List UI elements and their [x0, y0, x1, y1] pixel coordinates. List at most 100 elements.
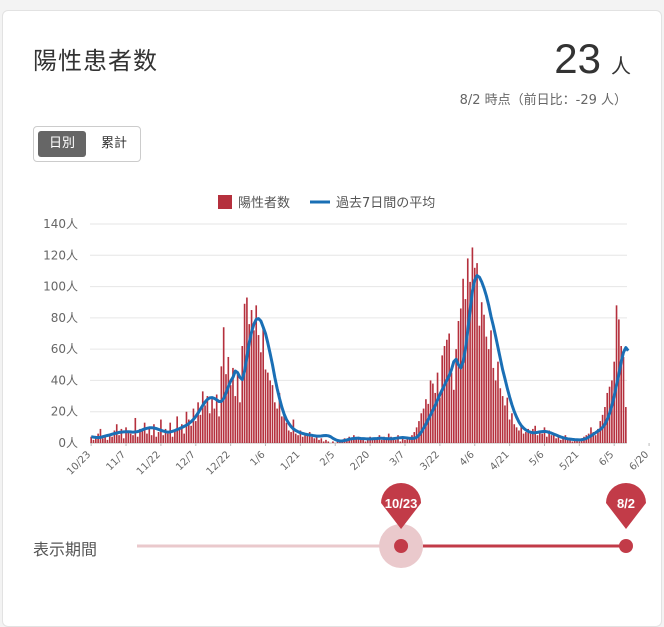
y-tick-label: 20人 — [51, 405, 78, 419]
daily-bar — [436, 372, 439, 443]
daily-bar — [122, 438, 125, 443]
daily-bar — [111, 436, 113, 443]
daily-bar — [469, 281, 471, 443]
daily-bar — [487, 349, 490, 443]
daily-bar — [555, 438, 557, 443]
daily-bar — [452, 389, 455, 443]
y-tick-label: 80人 — [51, 311, 78, 325]
daily-bar — [392, 438, 395, 443]
daily-bar — [174, 430, 176, 443]
daily-bar — [385, 438, 388, 443]
daily-bar — [466, 258, 469, 443]
daily-bar — [362, 438, 364, 443]
daily-bar — [108, 433, 111, 443]
period-start-label: 10/23 — [385, 496, 418, 511]
daily-bar — [360, 439, 362, 443]
daily-bar — [208, 413, 211, 443]
x-tick-label: 11/7 — [104, 449, 128, 473]
daily-bar — [497, 361, 499, 443]
period-start-marker — [381, 483, 422, 529]
daily-bar — [318, 439, 320, 443]
daily-bar — [199, 414, 202, 443]
daily-bar — [522, 433, 525, 443]
daily-bar — [322, 441, 325, 443]
x-tick-label: 2/20 — [349, 449, 373, 473]
daily-bar — [264, 369, 267, 443]
daily-bar — [404, 439, 406, 443]
daily-bar — [592, 432, 595, 443]
daily-bar — [181, 424, 183, 443]
daily-bar — [457, 320, 460, 443]
daily-bar — [536, 435, 539, 443]
daily-bar — [446, 339, 448, 443]
daily-bar — [415, 427, 418, 443]
daily-bar — [197, 402, 199, 443]
daily-bar — [171, 436, 174, 443]
daily-bar — [508, 419, 511, 443]
daily-bar — [297, 435, 299, 443]
daily-bar — [290, 432, 292, 443]
daily-bar — [408, 438, 411, 443]
y-tick-label: 100人 — [43, 280, 78, 294]
daily-bar — [276, 408, 278, 443]
period-start-handle[interactable] — [394, 539, 409, 553]
cumulative-toggle-button[interactable]: 累計 — [100, 136, 127, 151]
daily-bar — [443, 346, 446, 443]
daily-bar — [315, 435, 318, 443]
daily-bar — [371, 438, 374, 443]
x-tick-label: 4/6 — [458, 449, 477, 468]
daily-bar — [336, 441, 339, 443]
x-tick-label: 12/7 — [174, 449, 198, 473]
period-end-handle[interactable] — [619, 539, 633, 553]
x-tick-label: 2/5 — [318, 449, 337, 468]
daily-bar — [183, 433, 185, 443]
daily-bar — [515, 427, 518, 443]
daily-bar — [308, 432, 311, 443]
daily-bar — [332, 441, 334, 443]
daily-toggle-button[interactable]: 日別 — [38, 131, 86, 157]
daily-bar — [232, 367, 234, 443]
daily-bar — [350, 439, 353, 443]
daily-bar — [278, 392, 281, 443]
daily-bar — [625, 407, 627, 443]
daily-bar — [162, 435, 165, 443]
daily-bar — [150, 435, 153, 443]
daily-bar — [532, 428, 534, 443]
daily-bar — [622, 356, 625, 443]
daily-bar — [127, 432, 130, 443]
daily-bar — [246, 297, 248, 443]
daily-bar — [190, 425, 192, 443]
daily-bar — [548, 430, 550, 443]
daily-bar — [92, 439, 95, 443]
daily-bar — [118, 435, 120, 443]
period-end-marker — [606, 482, 646, 529]
daily-bar — [357, 436, 360, 443]
y-tick-label: 60人 — [51, 342, 78, 356]
period-label: 表示期間 — [33, 540, 98, 559]
daily-bar — [211, 399, 213, 443]
daily-bar — [213, 408, 216, 443]
daily-bar — [229, 385, 232, 443]
daily-bar — [155, 436, 158, 443]
daily-bar — [253, 330, 255, 443]
daily-bar — [271, 385, 274, 443]
y-tick-label: 0人 — [58, 436, 78, 450]
daily-bar — [192, 408, 195, 443]
daily-bar — [167, 433, 169, 443]
average-line — [90, 274, 630, 443]
daily-bar — [164, 428, 167, 443]
daily-bar — [157, 432, 160, 443]
daily-bar — [234, 396, 237, 443]
daily-bar — [366, 439, 369, 443]
x-tick-label: 1/21 — [279, 449, 303, 473]
daily-bar — [571, 441, 574, 443]
daily-bar — [394, 439, 397, 443]
daily-bar — [620, 346, 623, 443]
daily-bar — [485, 336, 488, 443]
daily-bar — [420, 413, 423, 443]
daily-bar — [306, 433, 309, 443]
daily-bar — [280, 416, 283, 443]
daily-bar — [501, 396, 504, 443]
daily-bar — [597, 428, 599, 443]
